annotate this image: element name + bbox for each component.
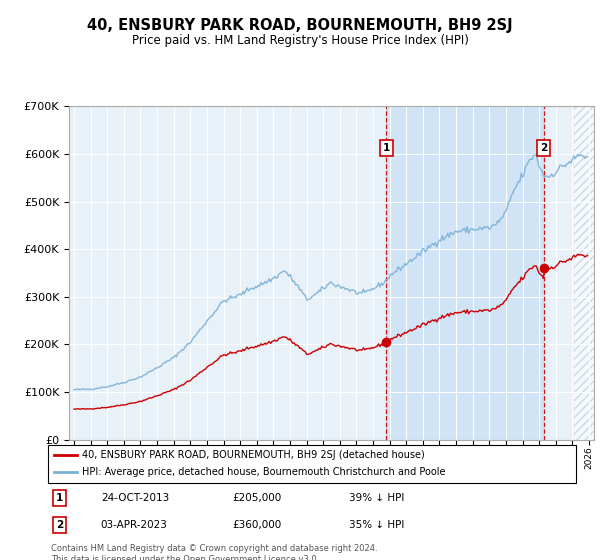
Text: Price paid vs. HM Land Registry's House Price Index (HPI): Price paid vs. HM Land Registry's House … (131, 34, 469, 46)
Bar (386, 106, 544, 440)
Text: 40, ENSBURY PARK ROAD, BOURNEMOUTH, BH9 2SJ (detached house): 40, ENSBURY PARK ROAD, BOURNEMOUTH, BH9 … (82, 450, 425, 460)
Text: 1: 1 (383, 143, 390, 153)
Text: HPI: Average price, detached house, Bournemouth Christchurch and Poole: HPI: Average price, detached house, Bour… (82, 468, 446, 478)
Text: 35% ↓ HPI: 35% ↓ HPI (349, 520, 404, 530)
Text: 2: 2 (540, 143, 547, 153)
Text: 2: 2 (56, 520, 63, 530)
Bar (574, 106, 594, 440)
Text: £360,000: £360,000 (233, 520, 282, 530)
Text: 24-OCT-2013: 24-OCT-2013 (101, 493, 169, 503)
Text: 1: 1 (56, 493, 63, 503)
Text: £205,000: £205,000 (233, 493, 282, 503)
Text: 40, ENSBURY PARK ROAD, BOURNEMOUTH, BH9 2SJ: 40, ENSBURY PARK ROAD, BOURNEMOUTH, BH9 … (87, 18, 513, 33)
Text: Contains HM Land Registry data © Crown copyright and database right 2024.
This d: Contains HM Land Registry data © Crown c… (51, 544, 377, 560)
Text: 03-APR-2023: 03-APR-2023 (101, 520, 167, 530)
Text: 39% ↓ HPI: 39% ↓ HPI (349, 493, 404, 503)
